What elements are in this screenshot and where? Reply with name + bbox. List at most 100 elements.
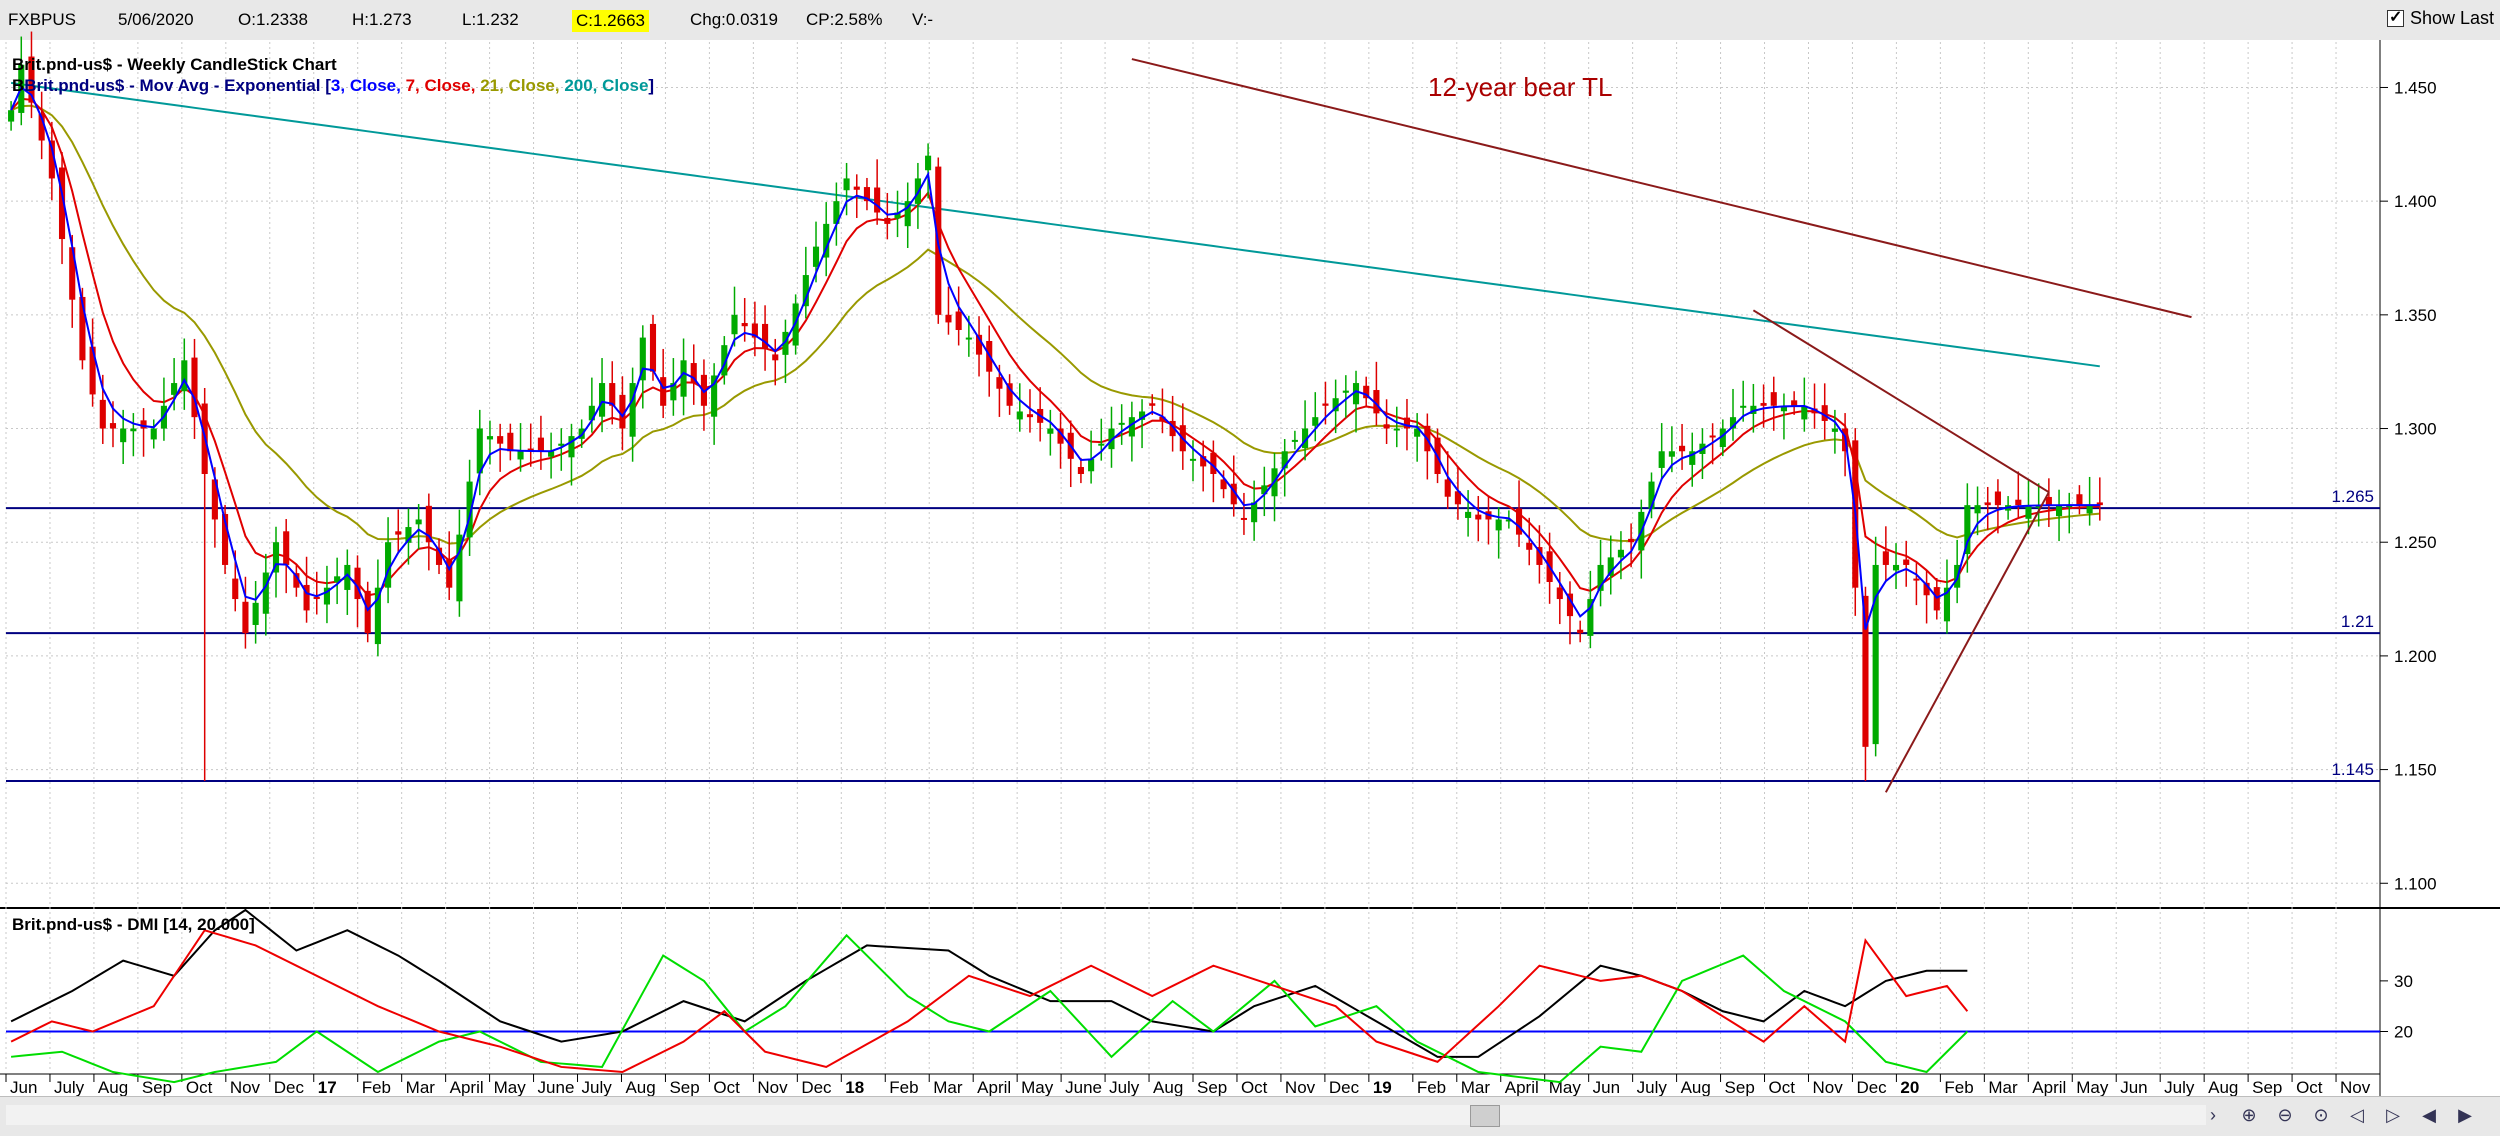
scrollbar-thumb[interactable] bbox=[1470, 1105, 1500, 1127]
dmi-chart-title: Brit.pnd-us$ - DMI [14, 20.000] bbox=[12, 915, 255, 934]
candle-body bbox=[1302, 428, 1309, 449]
low-price: L:1.232 bbox=[462, 10, 519, 29]
candle-body bbox=[323, 587, 331, 605]
candle-body bbox=[1628, 538, 1635, 543]
candle-body bbox=[1903, 559, 1910, 565]
price-tick-label: 1.100 bbox=[2394, 874, 2437, 893]
candle-body bbox=[415, 519, 422, 525]
time-tick-label: April bbox=[2032, 1078, 2066, 1096]
zoom-in-button[interactable]: ⊕ bbox=[2241, 1104, 2257, 1125]
candle-body bbox=[99, 399, 106, 429]
candle-body bbox=[629, 383, 636, 437]
candle-body bbox=[548, 451, 555, 457]
candle-body bbox=[1465, 511, 1472, 518]
candle-body bbox=[1597, 564, 1604, 591]
price-tick-label: 1.450 bbox=[2394, 78, 2437, 97]
candle-body bbox=[395, 531, 402, 535]
horizontal-scrollbar[interactable] bbox=[6, 1105, 2206, 1125]
candle-body bbox=[517, 451, 524, 460]
candle-body bbox=[588, 405, 595, 421]
candle-body bbox=[802, 275, 809, 307]
candle-body bbox=[1251, 502, 1258, 523]
candle-body bbox=[1261, 485, 1268, 495]
page-back-button[interactable]: ◁ bbox=[2350, 1104, 2364, 1125]
step-forward-button[interactable]: ▶ bbox=[2458, 1104, 2472, 1125]
candle-body bbox=[1332, 398, 1339, 412]
step-back-button[interactable]: ◀ bbox=[2422, 1104, 2436, 1125]
candle-body bbox=[772, 354, 779, 361]
time-tick-label: Feb bbox=[1417, 1078, 1446, 1096]
zoom-fit-button[interactable]: ⊙ bbox=[2313, 1104, 2329, 1125]
time-tick-label: April bbox=[977, 1078, 1011, 1096]
candle-body bbox=[28, 56, 35, 103]
time-tick-label: Aug bbox=[625, 1078, 655, 1096]
candle-body bbox=[405, 527, 412, 543]
candle-body bbox=[731, 314, 738, 335]
legend-entry: ] bbox=[648, 76, 654, 95]
price-tick-label: 1.250 bbox=[2394, 533, 2437, 552]
candle-body bbox=[1566, 593, 1574, 617]
candle-body bbox=[537, 437, 544, 452]
candle-body bbox=[721, 345, 728, 376]
candle-body bbox=[38, 113, 45, 141]
legend-entry: 200, Close bbox=[564, 76, 648, 95]
candle-body bbox=[1780, 405, 1788, 412]
time-tick-label: Sep bbox=[142, 1078, 172, 1096]
time-tick-label: Feb bbox=[1944, 1078, 1973, 1096]
time-tick-label: 17 bbox=[318, 1078, 337, 1096]
candle-body bbox=[894, 212, 901, 219]
time-tick-label: April bbox=[1505, 1078, 1539, 1096]
time-tick-label: Nov bbox=[757, 1078, 788, 1096]
candle-body bbox=[1016, 411, 1023, 420]
candle-body bbox=[1189, 458, 1197, 461]
time-tick-label: April bbox=[450, 1078, 484, 1096]
time-tick-label: Feb bbox=[889, 1078, 918, 1096]
time-tick-label: Mar bbox=[406, 1078, 436, 1096]
candle-body bbox=[486, 436, 494, 440]
high-price: H:1.273 bbox=[352, 10, 412, 29]
candle-body bbox=[1964, 505, 1971, 555]
time-tick-label: Oct bbox=[186, 1078, 213, 1096]
candle-body bbox=[1770, 392, 1777, 406]
candle-body bbox=[1821, 405, 1828, 421]
time-tick-label: May bbox=[2076, 1078, 2109, 1096]
chart-background bbox=[0, 40, 2500, 1096]
candle-body bbox=[741, 323, 748, 327]
candle-body bbox=[1658, 451, 1665, 468]
page-forward-button[interactable]: ▷ bbox=[2386, 1104, 2400, 1125]
candle-body bbox=[1138, 411, 1146, 420]
candle-body bbox=[1414, 428, 1421, 437]
candle-body bbox=[1210, 452, 1217, 474]
change-value: Chg:0.0319 bbox=[690, 10, 778, 29]
time-tick-label: Sep bbox=[2252, 1078, 2282, 1096]
candle-body bbox=[884, 217, 891, 224]
candle-body bbox=[1791, 400, 1798, 406]
candle-body bbox=[232, 578, 239, 600]
candle-body bbox=[1444, 479, 1451, 497]
time-tick-label: July bbox=[1109, 1078, 1140, 1096]
time-tick-label: Dec bbox=[1856, 1078, 1887, 1096]
time-tick-label: Mar bbox=[933, 1078, 963, 1096]
price-chart-title: Brit.pnd-us$ - Weekly CandleStick Chart bbox=[12, 55, 337, 74]
candle-body bbox=[354, 567, 361, 600]
candle-body bbox=[303, 584, 310, 611]
candle-body bbox=[527, 448, 534, 452]
candle-body bbox=[1689, 451, 1696, 465]
scroll-right-button[interactable]: › bbox=[2210, 1104, 2216, 1125]
close-price: C:1.2663 bbox=[572, 10, 649, 32]
candle-body bbox=[446, 559, 453, 588]
zoom-out-button[interactable]: ⊖ bbox=[2277, 1104, 2293, 1125]
show-last-checkbox[interactable]: Show Last bbox=[2386, 7, 2494, 29]
candle-body bbox=[1077, 467, 1084, 474]
candle-body bbox=[975, 334, 983, 355]
legend-entry: 21, Close, bbox=[480, 76, 564, 95]
time-tick-label: Jun bbox=[1593, 1078, 1620, 1096]
time-tick-label: Oct bbox=[1241, 1078, 1268, 1096]
candle-body bbox=[965, 337, 972, 340]
horizontal-level-label: 1.145 bbox=[2331, 760, 2374, 779]
horizontal-level-label: 1.21 bbox=[2341, 612, 2374, 631]
candle-body bbox=[364, 590, 371, 634]
symbol-label: FXBPUS bbox=[8, 10, 77, 29]
candle-body bbox=[1220, 479, 1227, 490]
checkbox-checked-icon[interactable] bbox=[2386, 7, 2404, 27]
